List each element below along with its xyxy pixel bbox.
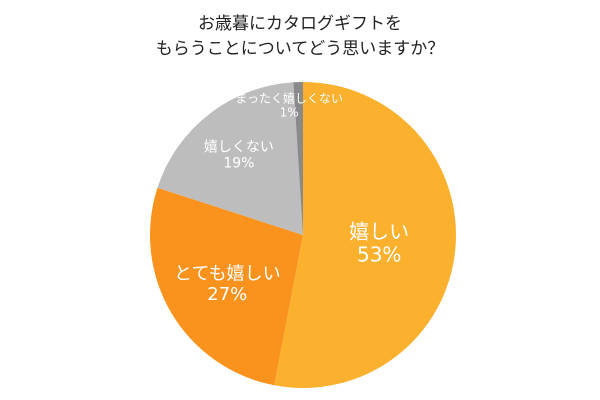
pie-slices bbox=[150, 82, 456, 389]
slice-label-name-1: 嬉しい bbox=[349, 220, 409, 244]
slice-label-value-4: 1% bbox=[280, 105, 299, 119]
pie-slice-3 bbox=[157, 82, 303, 235]
chart-title-line-1: お歳暮にカタログギフトを bbox=[198, 14, 402, 34]
chart-title-line-2: もらうことについてどう思いますか？ bbox=[155, 39, 445, 59]
slice-label-name-2: とても嬉しい bbox=[174, 264, 281, 285]
slice-label-value-3: 19% bbox=[223, 156, 254, 172]
slice-label-name-4: まったく嬉しくない bbox=[235, 92, 343, 106]
slice-label-name-3: 嬉しくない bbox=[204, 140, 274, 156]
chart-title: お歳暮にカタログギフトを もらうことについてどう思いますか？ bbox=[0, 12, 600, 62]
pie-slice-1 bbox=[274, 82, 456, 389]
pie-slice-4 bbox=[293, 82, 303, 235]
pie-slice-2 bbox=[150, 187, 303, 386]
slice-label-value-2: 27% bbox=[207, 284, 247, 305]
slice-label-value-1: 53% bbox=[357, 243, 401, 267]
